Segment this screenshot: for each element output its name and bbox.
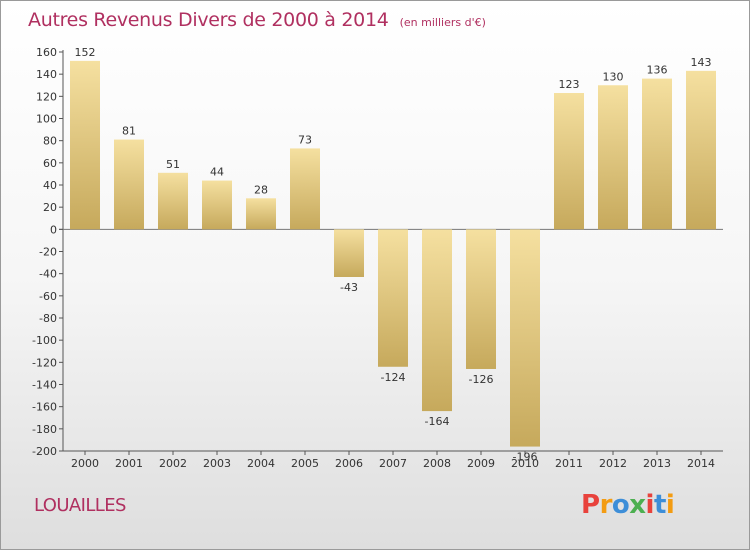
bar — [114, 139, 144, 230]
data-label: 130 — [603, 70, 624, 83]
chart-title-main: Autres Revenus Divers de 2000 à 2014 — [28, 9, 389, 31]
y-tick-label: 120 — [36, 90, 57, 103]
data-label: 73 — [298, 133, 312, 146]
bar — [686, 70, 716, 230]
x-tick-label: 2001 — [115, 457, 143, 470]
x-tick-label: 2003 — [203, 457, 231, 470]
chart-title: Autres Revenus Divers de 2000 à 2014 (en… — [28, 9, 486, 31]
data-label: 44 — [210, 166, 224, 179]
x-tick-label: 2012 — [599, 457, 627, 470]
bar — [158, 172, 188, 230]
x-tick-label: 2000 — [71, 457, 99, 470]
y-tick-label: -40 — [39, 268, 57, 281]
logo-letter: P — [581, 490, 600, 520]
data-label: -126 — [469, 373, 494, 386]
y-tick-label: 80 — [43, 135, 57, 148]
logo-letter: x — [629, 490, 646, 520]
x-tick-label: 2010 — [511, 457, 539, 470]
data-label: -124 — [381, 371, 406, 384]
y-tick-label: 60 — [43, 157, 57, 170]
bar — [378, 229, 408, 367]
y-tick-label: 100 — [36, 113, 57, 126]
y-tick-label: -20 — [39, 246, 57, 259]
x-tick-label: 2008 — [423, 457, 451, 470]
commune-name: LOUAILLES — [34, 495, 126, 516]
bar — [642, 78, 672, 230]
y-tick-label: -100 — [32, 334, 57, 347]
y-tick-label: 0 — [50, 223, 57, 236]
y-tick-label: -120 — [32, 356, 57, 369]
x-tick-label: 2006 — [335, 457, 363, 470]
y-tick-label: 20 — [43, 201, 57, 214]
data-label: -196 — [513, 451, 538, 464]
data-label: -43 — [340, 281, 358, 294]
bar — [598, 85, 628, 230]
bar — [246, 198, 276, 230]
data-label: 152 — [75, 46, 96, 59]
data-label: -164 — [425, 415, 450, 428]
y-tick-label: -140 — [32, 379, 57, 392]
x-tick-label: 2014 — [687, 457, 715, 470]
x-tick-label: 2011 — [555, 457, 583, 470]
y-tick-label: -160 — [32, 401, 57, 414]
x-tick-label: 2007 — [379, 457, 407, 470]
chart-title-unit: (en milliers d'€) — [399, 16, 486, 29]
data-label: 143 — [691, 56, 712, 69]
y-tick-label: -60 — [39, 290, 57, 303]
bar — [290, 148, 320, 230]
y-tick-label: 40 — [43, 179, 57, 192]
data-label: 81 — [122, 125, 136, 138]
proxiti-logo: Proxiti — [581, 490, 675, 520]
logo-letter: i — [665, 490, 675, 520]
data-label: 136 — [647, 64, 668, 77]
data-label: 123 — [559, 78, 580, 91]
y-tick-label: 160 — [36, 46, 57, 59]
x-tick-label: 2013 — [643, 457, 671, 470]
logo-letter: t — [653, 490, 666, 520]
x-tick-label: 2002 — [159, 457, 187, 470]
logo-letter: i — [645, 490, 655, 520]
bar — [70, 60, 100, 230]
x-tick-label: 2004 — [247, 457, 275, 470]
data-label: 51 — [166, 158, 180, 171]
logo-letter: o — [611, 490, 630, 520]
y-tick-label: -80 — [39, 312, 57, 325]
bar — [466, 229, 496, 369]
bar — [202, 180, 232, 230]
logo-letter: r — [599, 490, 613, 520]
bar — [422, 229, 452, 412]
bar — [510, 229, 540, 447]
y-tick-label: -180 — [32, 423, 57, 436]
data-label: 28 — [254, 183, 268, 196]
bar — [334, 229, 364, 277]
bar — [554, 93, 584, 230]
y-tick-label: -200 — [32, 445, 57, 458]
x-tick-label: 2009 — [467, 457, 495, 470]
x-tick-label: 2005 — [291, 457, 319, 470]
y-tick-label: 140 — [36, 68, 57, 81]
